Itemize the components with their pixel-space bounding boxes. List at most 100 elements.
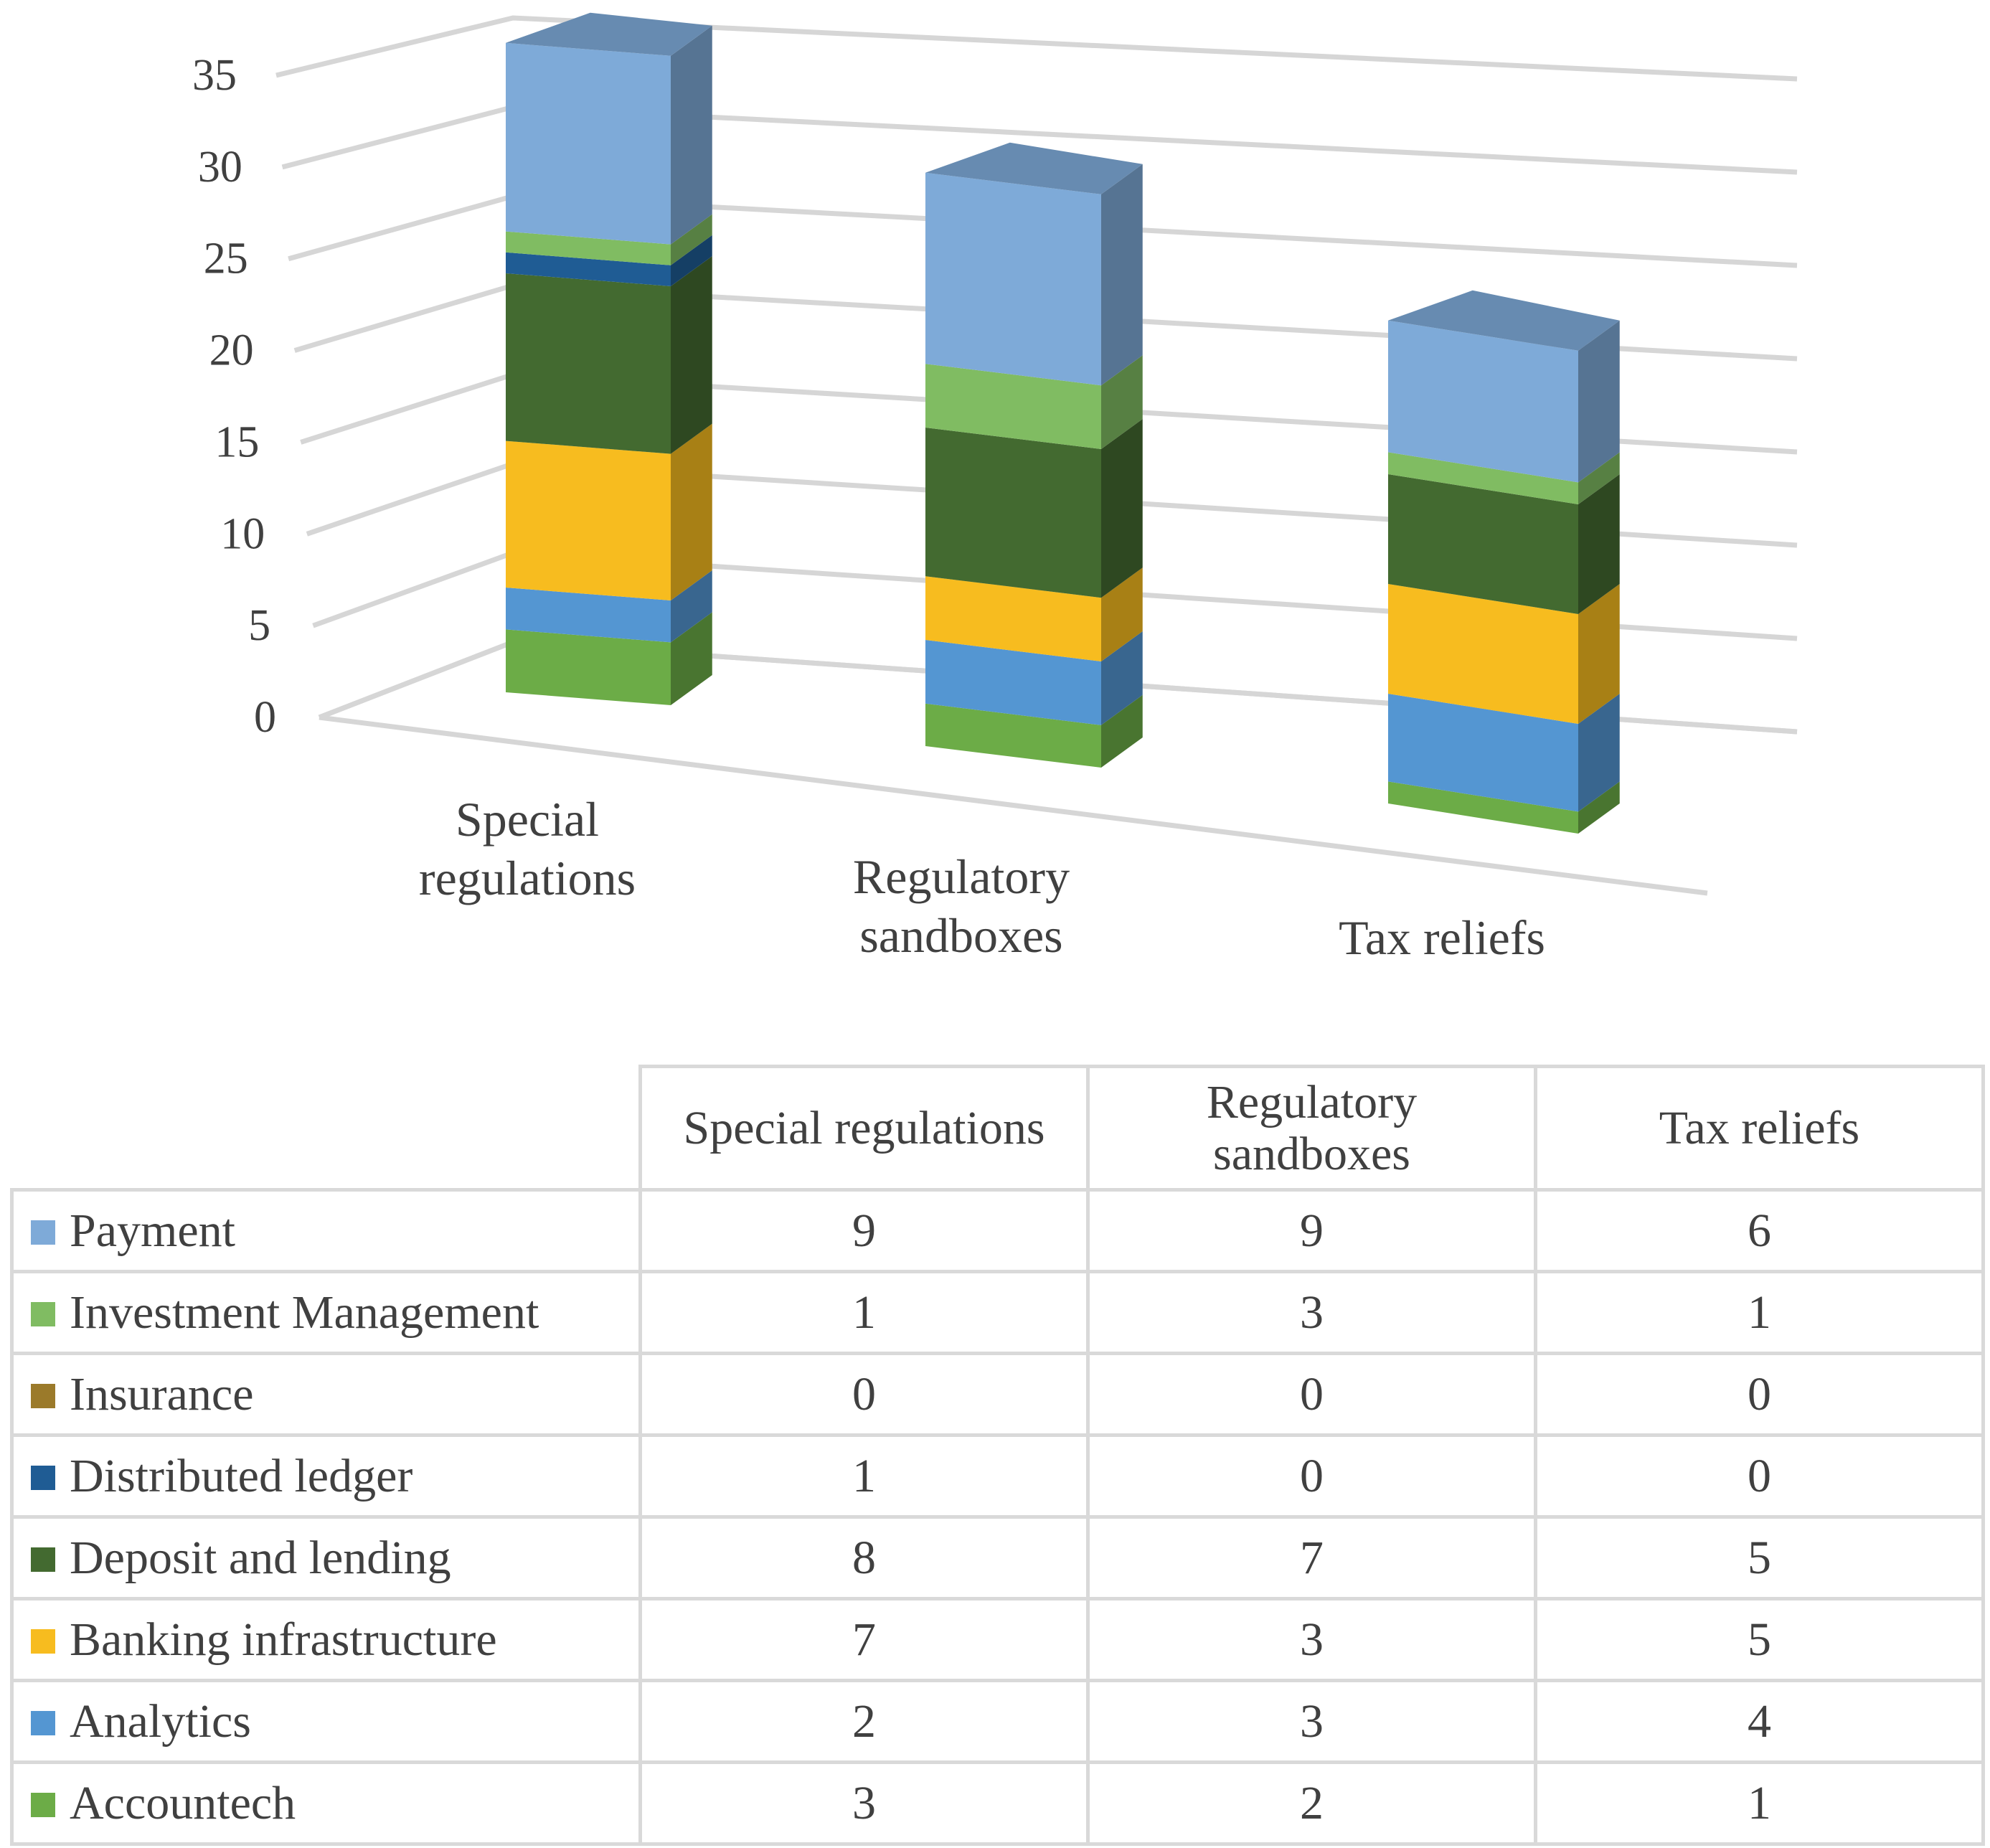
- table-value-cell: 1: [1534, 1760, 1985, 1846]
- bar-top: [925, 142, 1143, 194]
- table-value-cell: 0: [638, 1352, 1090, 1437]
- bar-segment: [506, 629, 671, 705]
- y-tick-label: 15: [214, 418, 259, 466]
- series-name: Accountech: [70, 1776, 296, 1829]
- table-value-cell: 9: [638, 1188, 1090, 1273]
- series-legend-cell: Deposit and lending: [10, 1515, 642, 1600]
- gridline: [275, 15, 1798, 82]
- bar-segment: [1388, 320, 1578, 483]
- bar-segment: [925, 364, 1101, 449]
- table-value-cell: 7: [638, 1597, 1090, 1682]
- bar-segment: [925, 640, 1101, 725]
- legend-swatch: [31, 1547, 55, 1572]
- table-row: Payment 9 9 6: [10, 1188, 1985, 1273]
- y-tick-label: 20: [209, 326, 254, 375]
- bar-segment: [506, 42, 671, 245]
- bar-segment-side: [1101, 694, 1143, 768]
- legend-swatch: [31, 1220, 55, 1245]
- table-value-cell: 4: [1534, 1679, 1985, 1764]
- table-value-cell: 0: [1534, 1352, 1985, 1437]
- legend-swatch: [31, 1792, 55, 1817]
- table-value-cell: 2: [1086, 1760, 1537, 1846]
- bar-segment: [1388, 452, 1578, 504]
- bar-segment-side: [671, 235, 712, 286]
- series-legend-cell: Payment: [10, 1188, 642, 1273]
- table-value-cell: 2: [638, 1679, 1090, 1764]
- y-tick-label: 25: [204, 235, 248, 283]
- series-legend-cell: Insurance: [10, 1352, 642, 1437]
- series-legend-cell: Accountech: [10, 1760, 642, 1846]
- table-row: Analytics 2 3 4: [10, 1679, 1985, 1764]
- table-row: Distributed ledger 1 0 0: [10, 1433, 1985, 1519]
- bar-segment-side: [671, 25, 712, 245]
- bar-segment-side: [1578, 694, 1620, 812]
- bar-segment: [925, 172, 1101, 386]
- bar-stacks: [506, 12, 1620, 834]
- table-value-cell: 0: [1086, 1433, 1537, 1519]
- y-tick-label: 10: [220, 509, 265, 558]
- y-tick-label: 35: [192, 51, 237, 100]
- bar-segment: [506, 588, 671, 643]
- table-value-cell: 3: [638, 1760, 1090, 1846]
- table-value-cell: 9: [1086, 1188, 1537, 1273]
- bar-stack: [506, 12, 712, 705]
- bar-segment-side: [1578, 474, 1620, 614]
- legend-swatch: [31, 1710, 55, 1735]
- bar-segment: [506, 440, 671, 600]
- legend-swatch: [31, 1383, 55, 1408]
- bar-segment: [506, 252, 671, 286]
- legend-swatch: [31, 1301, 55, 1326]
- series-name: Insurance: [70, 1367, 254, 1420]
- bar-segment: [925, 576, 1101, 661]
- x-category-label: Special: [456, 792, 599, 847]
- table-value-cell: 1: [1534, 1270, 1985, 1355]
- y-axis-tick-labels: 0 5 10 15 20 25 30 35: [192, 51, 276, 742]
- legend-swatch: [31, 1465, 55, 1490]
- table-column-header: Special regulations: [638, 1065, 1090, 1192]
- bar-segment: [1388, 781, 1578, 834]
- table-value-cell: 0: [1534, 1433, 1985, 1519]
- table-row: Insurance 0 0 0: [10, 1352, 1985, 1437]
- table-column-header: Tax reliefs: [1534, 1065, 1985, 1192]
- y-tick-label: 30: [198, 143, 242, 192]
- series-legend-cell: Investment Management: [10, 1270, 642, 1355]
- bar-segment: [1388, 474, 1578, 614]
- series-name: Investment Management: [70, 1286, 539, 1339]
- bar-segment: [1388, 694, 1578, 812]
- table-value-cell: 3: [1086, 1597, 1537, 1682]
- table-row: Banking infrastructure 7 3 5: [10, 1597, 1985, 1682]
- table-body: Payment 9 9 6 Investment Management 1 3 1 Insura…: [10, 1188, 1985, 1846]
- bar-segment-side: [671, 256, 712, 454]
- bar-top: [506, 12, 712, 56]
- x-category-label: regulations: [419, 851, 636, 905]
- bar-segment-side: [1101, 355, 1143, 449]
- table-value-cell: 7: [1086, 1515, 1537, 1600]
- bar-top: [1388, 290, 1620, 351]
- table-value-cell: 3: [1086, 1270, 1537, 1355]
- bar-segment-side: [1578, 584, 1620, 724]
- bar-segment-side: [1101, 631, 1143, 725]
- y-tick-label: 0: [254, 693, 276, 742]
- series-legend-cell: Analytics: [10, 1679, 642, 1764]
- table-value-cell: 1: [638, 1270, 1090, 1355]
- bar-segment-side: [671, 423, 712, 600]
- table-row: Investment Management 1 3 1: [10, 1270, 1985, 1355]
- x-category-label: sandboxes: [859, 908, 1062, 963]
- series-legend-cell: Banking infrastructure: [10, 1597, 642, 1682]
- series-name: Deposit and lending: [70, 1531, 451, 1584]
- bar-segment-side: [1101, 567, 1143, 661]
- series-name: Distributed ledger: [70, 1449, 413, 1502]
- table-row: Deposit and lending 8 7 5: [10, 1515, 1985, 1600]
- series-name: Analytics: [70, 1694, 251, 1748]
- series-legend-cell: Distributed ledger: [10, 1433, 642, 1519]
- bar-segment: [506, 231, 671, 265]
- table-row: Accountech 3 2 1: [10, 1760, 1985, 1846]
- bar-segment-side: [1578, 781, 1620, 834]
- chart-data-table: Special regulations Regulatory sandboxes Ta…: [10, 1065, 1985, 1846]
- bar-segment: [506, 273, 671, 454]
- bar-stack: [925, 142, 1143, 768]
- table-value-cell: 1: [638, 1433, 1090, 1519]
- series-name: Banking infrastructure: [70, 1613, 497, 1666]
